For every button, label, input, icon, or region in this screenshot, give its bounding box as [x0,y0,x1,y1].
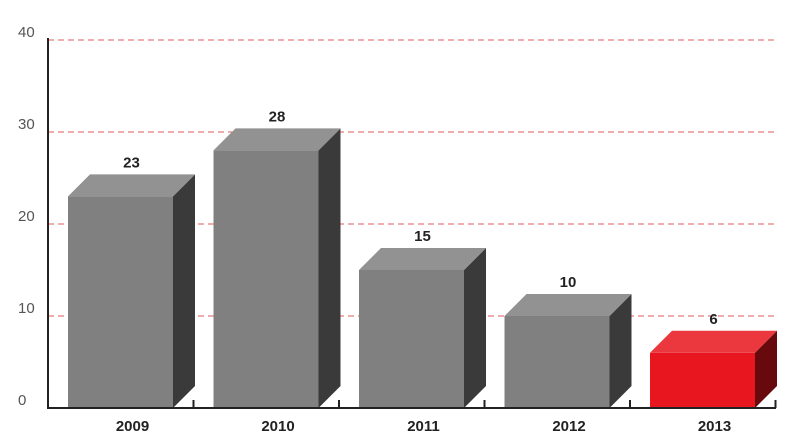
bar-2013 [650,330,777,408]
data-label: 23 [123,154,140,171]
bar-front [359,270,464,408]
bar-side [609,294,632,408]
y-tick-label: 20 [18,208,35,225]
bar-top [504,294,632,316]
bar-top [68,174,195,197]
data-label: 6 [709,311,717,328]
y-tick-label: 30 [18,116,35,133]
bar-side [173,174,195,408]
bar-2009 [68,174,195,408]
data-label: 10 [560,274,577,291]
bar-2012 [504,294,632,408]
bar-front [213,150,319,408]
y-axis-ticks: 0 10 20 30 40 [18,24,35,409]
bars: 23 28 15 10 6 [68,108,777,408]
x-tick-label: 2009 [116,418,149,435]
y-tick-label: 10 [18,300,35,317]
bar-side [464,248,486,408]
data-label: 28 [269,108,286,125]
y-tick-label: 40 [18,24,35,41]
x-tick-label: 2010 [261,418,294,435]
data-label: 15 [414,228,431,245]
x-tick-label: 2012 [552,418,585,435]
x-tick-label: 2011 [407,418,440,435]
bar-2010 [213,128,341,408]
bar-top [359,248,486,270]
x-tick-label: 2013 [698,418,731,435]
bar-2011 [359,248,486,408]
bar-front [504,316,610,408]
bar-side [318,128,341,408]
bar-front [68,196,173,408]
bar-top [213,128,341,151]
y-tick-label: 0 [18,392,26,409]
bar-front [650,352,755,408]
bar-side [755,330,777,408]
bar-top [650,330,777,353]
x-axis-ticks: 2009 2010 2011 2012 2013 [116,400,777,435]
